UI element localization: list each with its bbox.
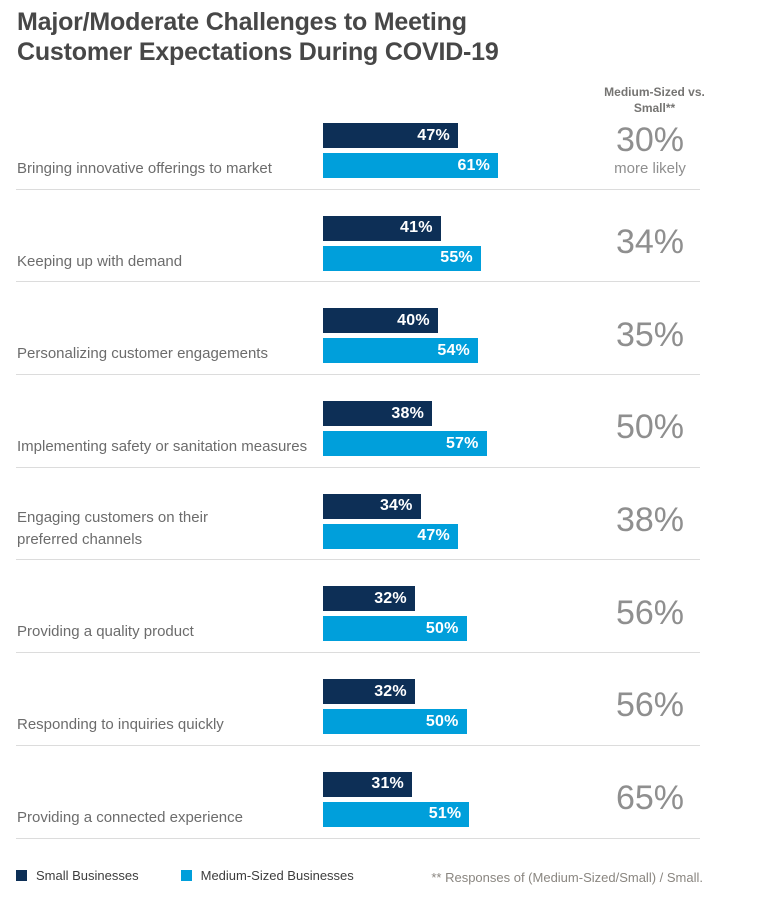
- small-businesses-bar-value: 34%: [379, 497, 413, 515]
- bar-group: 47% 61%: [323, 123, 610, 178]
- medium-businesses-bar: 61%: [323, 153, 499, 178]
- medium-businesses-bar: 50%: [323, 616, 467, 642]
- ratio-subtext: more likely: [614, 160, 686, 178]
- bar-group: 32% 50%: [323, 586, 610, 642]
- ratio-value: 35%: [615, 315, 685, 354]
- small-businesses-bar-value: 32%: [374, 589, 407, 607]
- chart-row: Bringing innovative offerings to market …: [16, 97, 700, 190]
- legend: Small Businesses Medium-Sized Businesses: [16, 868, 354, 883]
- small-businesses-bar-value: 40%: [397, 311, 430, 329]
- medium-businesses-bar: 57%: [323, 431, 487, 457]
- medium-businesses-bar: 54%: [323, 338, 478, 364]
- small-businesses-bar-value: 41%: [400, 219, 433, 237]
- medium-businesses-bar-value: 54%: [437, 341, 470, 359]
- chart-rows: Bringing innovative offerings to market …: [16, 97, 700, 839]
- ratio-value: 56%: [615, 686, 685, 725]
- small-businesses-bar: 41%: [323, 215, 441, 241]
- ratio-annotation: 30% more likely: [576, 121, 724, 179]
- chart-row: Providing a quality product 32% 50% 56%: [16, 560, 700, 654]
- ratio-value: 65%: [615, 778, 685, 817]
- small-businesses-bar: 31%: [323, 771, 412, 797]
- footnote: ** Responses of (Medium-Sized/Small) / S…: [431, 870, 703, 885]
- medium-businesses-bar-value: 51%: [428, 805, 462, 823]
- legend-swatch-small-businesses: [16, 870, 27, 881]
- category-label: Responding to inquiries quickly: [17, 716, 224, 734]
- medium-businesses-bar-value: 47%: [417, 527, 450, 545]
- small-businesses-bar-value: 32%: [374, 682, 407, 700]
- small-businesses-bar-value: 47%: [417, 126, 450, 144]
- ratio-value: 38%: [615, 500, 685, 539]
- ratio-value: 34%: [615, 222, 685, 261]
- medium-businesses-bar-value: 61%: [457, 156, 491, 174]
- ratio-annotation: 34%: [576, 214, 724, 272]
- bar-group: 41% 55%: [323, 215, 610, 271]
- bar-group: 31% 51%: [323, 771, 610, 827]
- medium-businesses-bar: 55%: [323, 245, 481, 271]
- ratio-value: 30%: [615, 120, 685, 159]
- category-label: Providing a quality product: [17, 623, 194, 641]
- small-businesses-bar: 38%: [323, 401, 433, 427]
- bar-group: 34% 47%: [323, 493, 610, 549]
- small-businesses-bar: 40%: [323, 308, 438, 334]
- page-title-line1: Major/Moderate Challenges to Meeting: [17, 8, 467, 36]
- legend-swatch-medium-businesses: [180, 870, 192, 881]
- small-businesses-bar-value: 38%: [391, 404, 425, 422]
- category-label: Providing a connected experience: [17, 808, 243, 826]
- bar-group: 40% 54%: [323, 308, 610, 364]
- category-label: Keeping up with demand: [17, 252, 183, 270]
- small-businesses-bar: 47%: [323, 123, 458, 148]
- bar-group: 32% 50%: [323, 679, 610, 735]
- small-businesses-bar: 32%: [323, 679, 415, 705]
- chart-row: Responding to inquiries quickly 32% 50% …: [16, 653, 700, 746]
- category-label: Implementing safety or sanitation measur…: [17, 438, 308, 455]
- ratio-annotation: 50%: [576, 399, 724, 457]
- chart-row: Personalizing customer engagements 40% 5…: [16, 282, 700, 376]
- ratio-annotation: 56%: [576, 584, 724, 642]
- bar-group: 38% 57%: [323, 401, 610, 457]
- ratio-annotation: 65%: [576, 770, 724, 828]
- small-businesses-bar-value: 31%: [371, 775, 404, 793]
- chart-row: Providing a connected experience 31% 51%…: [16, 746, 700, 839]
- medium-businesses-bar: 50%: [323, 709, 467, 735]
- small-businesses-bar: 32%: [323, 586, 415, 612]
- ratio-annotation: 56%: [576, 677, 724, 735]
- ratio-column-header: Medium-Sized vs. Small**: [604, 85, 705, 116]
- medium-businesses-bar-value: 50%: [425, 712, 459, 730]
- medium-businesses-bar-value: 57%: [445, 434, 479, 452]
- legend-label-medium-businesses: Medium-Sized Businesses: [200, 868, 354, 883]
- chart-row: Implementing safety or sanitation measur…: [16, 375, 700, 468]
- medium-businesses-bar: 51%: [323, 801, 470, 827]
- legend-label-small-businesses: Small Businesses: [36, 868, 139, 883]
- ratio-annotation: 38%: [576, 492, 724, 550]
- chart-row: Engaging customers on their preferred ch…: [16, 468, 700, 561]
- ratio-annotation: 35%: [576, 306, 724, 364]
- ratio-value: 50%: [615, 408, 685, 447]
- chart-row: Keeping up with demand 41% 55% 34%: [16, 190, 700, 283]
- category-label: Bringing innovative offerings to market: [17, 159, 272, 177]
- page-title: Major/Moderate Challenges to Meeting Cust…: [17, 8, 499, 67]
- medium-businesses-bar: 47%: [323, 523, 458, 549]
- category-label: Engaging customers on their preferred ch…: [17, 508, 208, 548]
- category-label: Personalizing customer engagements: [17, 345, 268, 363]
- small-businesses-bar: 34%: [323, 493, 421, 519]
- medium-businesses-bar-value: 50%: [425, 619, 459, 637]
- ratio-value: 56%: [615, 593, 685, 632]
- medium-businesses-bar-value: 55%: [440, 249, 473, 267]
- page-title-line2: Customer Expectations During COVID-19: [17, 37, 499, 66]
